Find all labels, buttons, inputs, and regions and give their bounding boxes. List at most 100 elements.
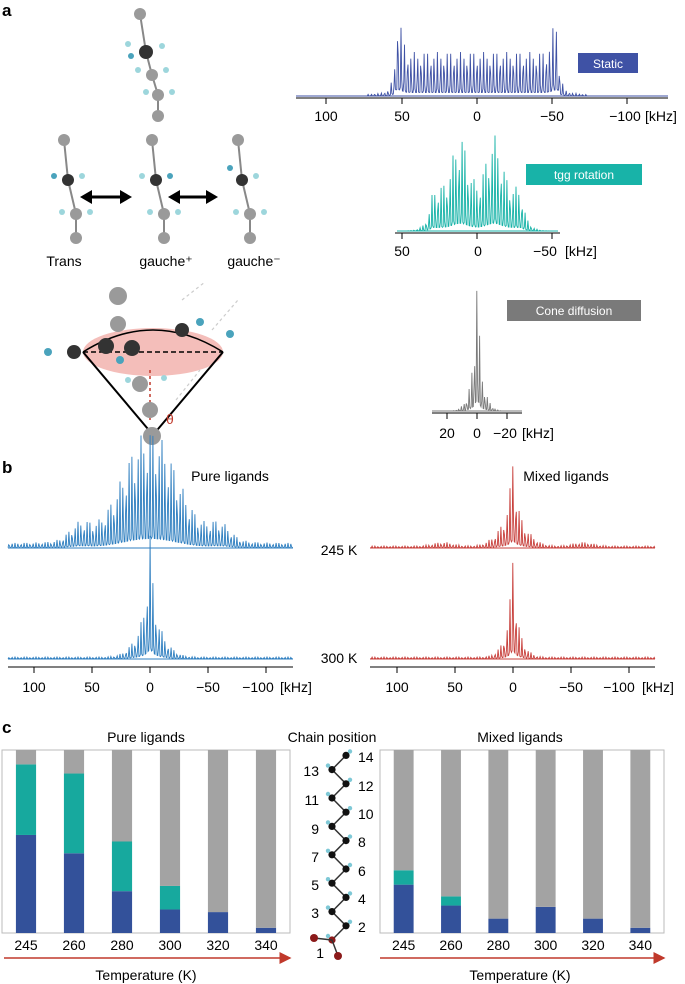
bar-segment-300-2 xyxy=(159,750,181,886)
tick-b-pure-0: 0 xyxy=(146,679,154,695)
tick-b-mixed-neg100: −100 xyxy=(603,679,635,695)
tick-tgg-50: 50 xyxy=(394,243,410,259)
spectrum-mixed-300K xyxy=(370,562,656,660)
bar-chart-mixed: 245 260 280 300 320 340 xyxy=(379,749,665,953)
spectrum-static xyxy=(296,27,668,97)
x-tick-280: 280 xyxy=(487,937,511,953)
bar-segment-320-2 xyxy=(583,750,603,919)
unit-b-pure: [kHz] xyxy=(280,679,312,695)
bar-segment-260-1 xyxy=(63,773,85,854)
spectrum-cone-diffusion xyxy=(432,290,522,412)
chain-pos-1: 1 xyxy=(316,945,324,961)
bar-segment-260-2 xyxy=(63,750,85,774)
tick-static-neg50: −50 xyxy=(540,108,564,124)
tick-cone-neg20: −20 xyxy=(493,425,517,441)
unit-static: [kHz] xyxy=(645,108,677,124)
bar-segment-340-2 xyxy=(630,750,651,928)
legend-cone-label: Cone diffusion xyxy=(536,304,613,318)
bar-segment-245-2 xyxy=(15,750,37,765)
bar-segment-340-0 xyxy=(630,927,651,933)
bar-segment-280-2 xyxy=(488,750,509,919)
tick-tgg-neg50: −50 xyxy=(533,243,557,259)
x-tick-245: 245 xyxy=(392,937,416,953)
chain-pos-3: 3 xyxy=(311,905,319,921)
legend-cone xyxy=(507,300,641,321)
tick-b-pure-neg100: −100 xyxy=(242,679,274,695)
bar-chart-frame xyxy=(379,749,665,934)
tick-static-neg100: −100 xyxy=(609,108,641,124)
label-trans: Trans xyxy=(46,253,81,269)
title-mixed-ligands-c: Mixed ligands xyxy=(477,729,563,745)
title-pure-ligands-c: Pure ligands xyxy=(107,729,185,745)
bar-segment-300-1 xyxy=(159,885,181,910)
label-gauche-minus: gauche⁻ xyxy=(227,253,280,269)
tick-b-mixed-0: 0 xyxy=(509,679,517,695)
spectrum-pure-245K xyxy=(7,435,293,549)
tick-b-pure-50: 50 xyxy=(84,679,100,695)
legend-tgg-label: tgg rotation xyxy=(554,168,614,182)
tick-cone-20: 20 xyxy=(439,425,455,441)
spectrum-pure-300K xyxy=(7,535,293,660)
bar-segment-245-1 xyxy=(15,764,37,835)
tick-b-mixed-neg50: −50 xyxy=(559,679,583,695)
chain-pos-5: 5 xyxy=(311,877,319,893)
tick-tgg-0: 0 xyxy=(474,243,482,259)
chain-pos-14: 14 xyxy=(358,749,374,765)
legend-tgg xyxy=(526,164,642,185)
chain-pos-10: 10 xyxy=(358,806,374,822)
axis-tgg xyxy=(395,232,560,239)
bar-segment-260-2 xyxy=(441,750,461,897)
bar-segment-340-0 xyxy=(255,927,277,933)
chain-pos-2: 2 xyxy=(358,919,366,935)
bar-segment-340-2 xyxy=(255,750,277,928)
tick-static-100: 100 xyxy=(314,108,338,124)
tick-b-pure-100: 100 xyxy=(22,679,46,695)
bar-segment-300-0 xyxy=(159,909,181,933)
axis-b-pure xyxy=(8,666,293,673)
double-arrow-icon xyxy=(168,190,218,204)
bar-segment-260-0 xyxy=(63,853,85,933)
title-chain-position: Chain position xyxy=(288,729,377,745)
bar-segment-245-2 xyxy=(393,750,414,871)
bar-chart-pure: 245 260 280 300 320 340 xyxy=(1,749,291,953)
panel-letter-b: b xyxy=(2,458,12,477)
theta-label: θ xyxy=(166,411,174,427)
chain-pos-4: 4 xyxy=(358,891,366,907)
tick-b-pure-neg50: −50 xyxy=(196,679,220,695)
chain-pos-6: 6 xyxy=(358,863,366,879)
chain-pos-7: 7 xyxy=(311,849,319,865)
axis-static xyxy=(296,97,668,104)
bar-segment-260-0 xyxy=(441,905,461,933)
bar-segment-300-0 xyxy=(535,906,556,933)
bar-segment-245-0 xyxy=(393,884,414,933)
chain-pos-9: 9 xyxy=(311,821,319,837)
legend-static xyxy=(578,53,638,73)
xlabel-mixed: Temperature (K) xyxy=(469,967,570,983)
x-tick-260: 260 xyxy=(62,937,86,953)
axis-cone xyxy=(432,412,522,419)
chain-pos-11: 11 xyxy=(304,792,319,808)
title-pure-ligands-b: Pure ligands xyxy=(191,468,269,484)
x-tick-245: 245 xyxy=(14,937,38,953)
bar-segment-320-2 xyxy=(207,750,229,913)
x-tick-260: 260 xyxy=(439,937,463,953)
xlabel-pure: Temperature (K) xyxy=(95,967,196,983)
spectrum-mixed-245K xyxy=(370,466,656,549)
bar-segment-320-0 xyxy=(207,912,229,933)
molecule-top-illustration xyxy=(125,8,175,122)
bar-segment-300-2 xyxy=(535,750,556,907)
cone-diffusion-illustration xyxy=(44,281,239,445)
spectrum-tgg-rotation xyxy=(397,135,558,232)
bar-segment-280-1 xyxy=(111,841,133,892)
x-tick-320: 320 xyxy=(206,937,230,953)
panel-letter-c: c xyxy=(2,718,11,737)
chain-pos-12: 12 xyxy=(358,778,374,794)
bar-segment-280-2 xyxy=(111,750,133,842)
conformer-illustrations xyxy=(51,134,267,244)
x-tick-340: 340 xyxy=(254,937,278,953)
tick-b-mixed-100: 100 xyxy=(385,679,409,695)
x-tick-300: 300 xyxy=(534,937,558,953)
bar-segment-245-1 xyxy=(393,870,414,885)
double-arrow-icon xyxy=(80,190,132,204)
